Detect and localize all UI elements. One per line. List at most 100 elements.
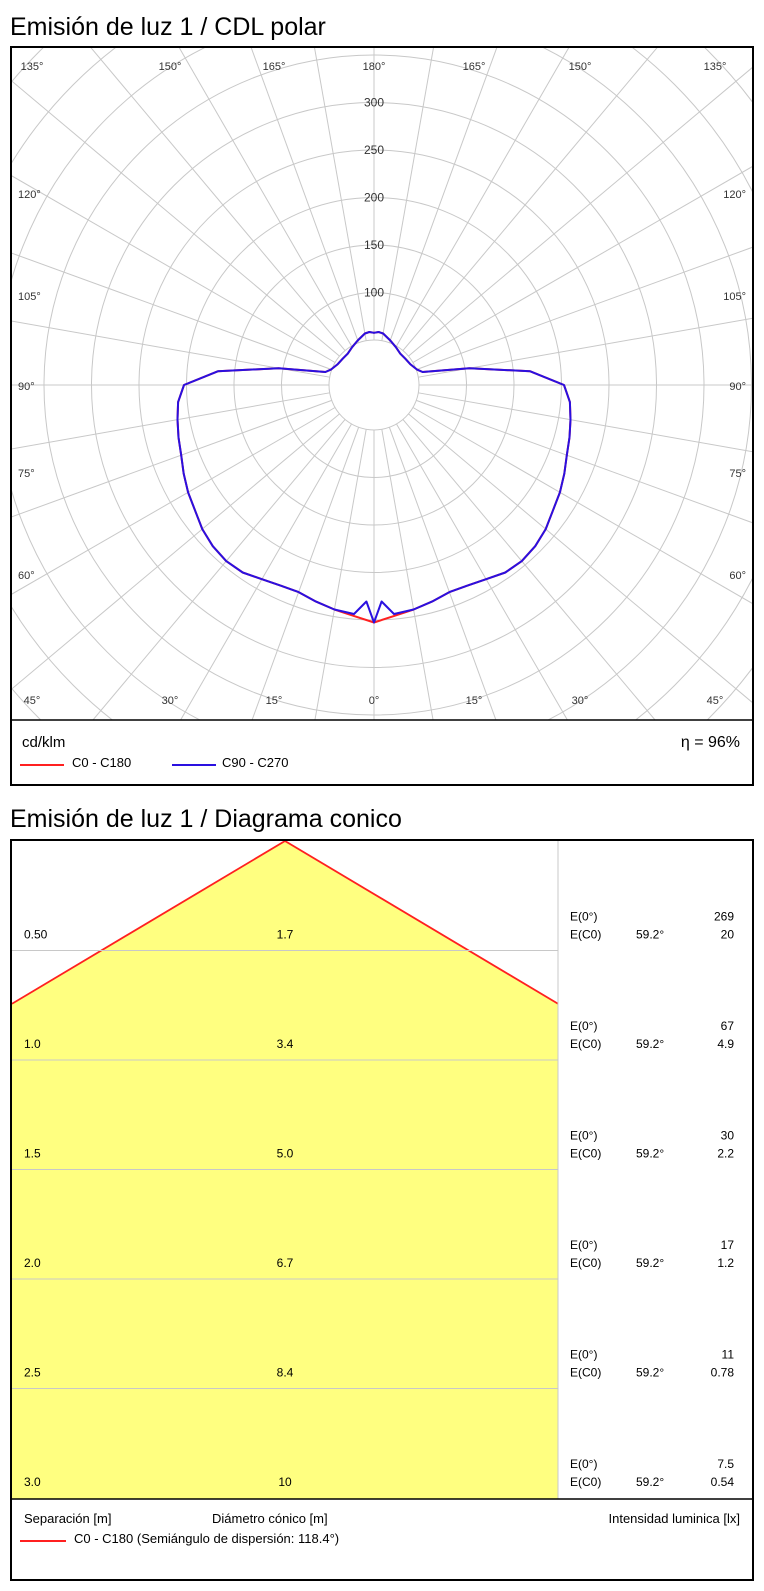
cone-e0-value: 269 [714,910,734,924]
polar-grid-spoke [416,399,752,524]
polar-grid-spoke [251,427,360,720]
cone-e0-label: E(0°) [570,1129,597,1143]
polar-angle-label-bottom: 30° [162,695,179,707]
polar-angle-label-right: 90° [729,381,746,393]
cone-edge-left [12,841,286,1005]
cone-angle-value: 59.2° [636,1037,664,1051]
polar-angle-label-top: 165° [463,61,486,73]
polar-radial-tick-label: 250 [364,143,384,157]
cone-angle-value: 59.2° [636,928,664,942]
cone-angle-value: 59.2° [636,1256,664,1270]
polar-grid-spoke [180,423,352,720]
polar-grid-spoke [396,423,568,720]
cone-e0-label: E(0°) [570,1238,597,1252]
cone-legend-label: C0 - C180 (Semiángulo de dispersión: 118… [74,1531,340,1546]
polar-angle-label-top: 135° [704,61,727,73]
separation-column-label: Separación [m] [24,1511,112,1526]
polar-angle-label-right: 75° [729,468,746,480]
cone-separation-value: 1.5 [24,1147,41,1161]
diameter-column-label: Diámetro cónico [m] [212,1511,328,1526]
cone-diameter-value: 3.4 [277,1037,294,1051]
cone-e0-value: 30 [721,1129,735,1143]
cone-ec0-label: E(C0) [570,1037,601,1051]
polar-angle-label-top: 180° [363,61,386,73]
cone-e0-label: E(0°) [570,1457,597,1471]
polar-angle-label-bottom: 30° [572,695,589,707]
cone-e0-value: 67 [721,1019,735,1033]
polar-grid-spoke [12,80,340,357]
cone-ec0-label: E(C0) [570,1475,601,1489]
efficiency-label: η = 96% [680,734,740,751]
cone-separation-value: 2.5 [24,1366,41,1380]
polar-grid-spoke [418,317,752,378]
polar-grid-spoke [402,48,658,351]
polar-chart-title: Emisión de luz 1 / CDL polar [10,13,326,41]
cone-diagram-panel: 0.50 1.7 E(0°) 269 E(C0) 59.2° 20 1.0 3.4 E(0°) 67… [10,839,754,1581]
polar-grid-spoke [12,392,330,450]
polar-angle-label-top: 150° [159,61,182,73]
cone-diagram-svg: 0.50 1.7 E(0°) 269 E(C0) 59.2° 20 1.0 3.4 E(0°) 67… [12,841,752,1500]
cone-diameter-value: 5.0 [277,1147,294,1161]
legend-line-c90-c270 [172,764,216,766]
polar-angle-label-bottom: 0° [369,695,380,707]
polar-chart-panel: 100 150 200 250 300 135° 150° 165° 180° 165° 150° 1… [10,46,754,786]
polar-angle-label-left: 75° [18,468,35,480]
cone-e0-label: E(0°) [570,1019,597,1033]
polar-angle-label-left: 120° [18,189,41,201]
polar-grid-spoke [408,413,752,703]
cone-ec0-value: 0.78 [711,1366,735,1380]
cone-ec0-value: 20 [721,928,735,942]
cone-angle-value: 59.2° [636,1366,664,1380]
cone-separation-value: 2.0 [24,1256,41,1270]
polar-radial-tick-label: 100 [364,286,384,300]
polar-plot-area [12,48,752,720]
cone-diameter-value: 1.7 [277,928,294,942]
cone-ec0-label: E(C0) [570,1256,601,1270]
polar-grid-spoke [408,67,752,357]
polar-angle-label-bottom: 15° [466,695,483,707]
polar-grid-spoke [12,320,330,378]
polar-grid-spoke [12,399,332,518]
polar-grid-spoke [396,48,570,347]
cone-ec0-value: 4.9 [717,1037,734,1051]
cone-ec0-value: 2.2 [717,1147,734,1161]
cone-ec0-label: E(C0) [570,928,601,942]
cone-ec0-label: E(C0) [570,1366,601,1380]
intensity-column-label: Intensidad luminica [lx] [608,1511,740,1526]
cone-diameter-value: 8.4 [277,1366,294,1380]
polar-grid-spoke [12,175,336,363]
polar-grid-spoke [90,48,346,351]
polar-angle-label-right: 105° [723,291,746,303]
polar-grid-spoke [412,407,752,604]
polar-unit-label: cd/klm [22,734,66,751]
cone-legend-line [20,1540,66,1542]
polar-grid-spoke [314,429,367,720]
cone-ec0-label: E(C0) [570,1147,601,1161]
polar-curve-c90-c270 [176,331,572,624]
cone-diameter-value: 10 [278,1475,292,1489]
polar-grid [12,48,752,720]
polar-radial-tick-label: 150 [364,238,384,252]
polar-grid-spoke [381,429,434,720]
polar-angle-label-right: 120° [723,189,746,201]
polar-angle-label-top: 135° [21,61,44,73]
cone-e0-value: 7.5 [717,1457,734,1471]
polar-angle-label-bottom: 45° [707,695,724,707]
polar-grid-spoke [388,427,497,720]
polar-grid-spoke [402,419,656,720]
polar-grid-spoke [388,48,498,343]
polar-chart-svg: 100 150 200 250 300 135° 150° 165° 180° 165° 150° 1… [12,48,752,721]
polar-angle-label-top: 165° [263,61,286,73]
legend-line-c0-c180 [20,764,64,766]
polar-grid-spoke [178,48,352,347]
cone-separation-value: 1.0 [24,1037,41,1051]
polar-grid-spoke [12,252,332,371]
polar-grid-spoke [12,407,336,595]
cone-e0-label: E(0°) [570,910,597,924]
polar-angle-label-left: 105° [18,291,41,303]
polar-grid-spoke [381,48,434,341]
cone-edge-right [284,841,559,1005]
cone-ec0-value: 0.54 [711,1475,735,1489]
legend-label-c0-c180: C0 - C180 [72,755,132,770]
cone-chart-title: Emisión de luz 1 / Diagrama conico [10,805,402,833]
